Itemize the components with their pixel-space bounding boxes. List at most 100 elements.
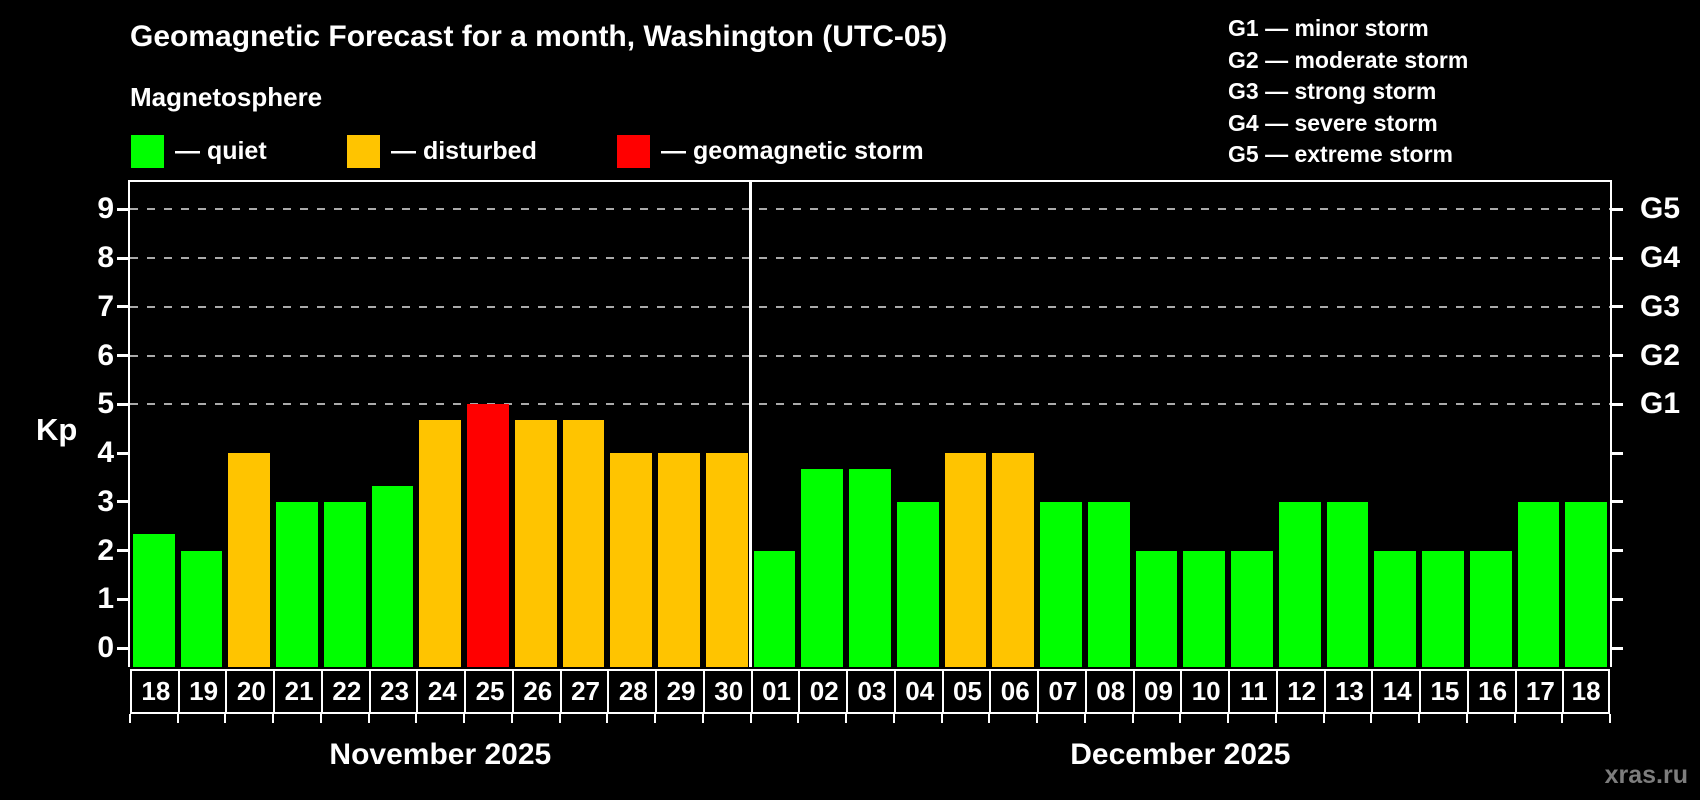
month-divider bbox=[749, 182, 753, 667]
day-label-box: 30 bbox=[702, 669, 753, 714]
day-axis-tick bbox=[845, 714, 848, 723]
kp-bar-december-12 bbox=[1278, 501, 1321, 667]
plot-area-border bbox=[128, 180, 1612, 667]
g-axis-label-G5: G5 bbox=[1640, 192, 1681, 226]
day-label-box: 11 bbox=[1228, 669, 1278, 714]
kp-bar-november-28 bbox=[610, 453, 653, 667]
day-axis-tick bbox=[558, 714, 561, 723]
day-axis-tick bbox=[129, 714, 131, 723]
kp-bar-december-18 bbox=[1565, 501, 1607, 667]
kp-bar-december-06 bbox=[992, 453, 1035, 667]
day-axis-tick bbox=[1465, 714, 1468, 723]
day-axis-tick bbox=[176, 714, 179, 723]
gridline-kp8 bbox=[130, 257, 1610, 259]
day-label-box: 18 bbox=[1562, 669, 1610, 714]
y-axis-label-4: 4 bbox=[97, 436, 114, 469]
g-axis-label-G1: G1 bbox=[1640, 387, 1681, 421]
day-axis-tick bbox=[1131, 714, 1134, 723]
day-label-box: 24 bbox=[416, 669, 467, 714]
g-legend-line: G1 — minor storm bbox=[1228, 15, 1429, 41]
kp-bar-november-25 bbox=[467, 404, 509, 667]
day-axis-tick bbox=[606, 714, 609, 723]
day-label-box: 26 bbox=[511, 669, 562, 714]
day-label-box: 19 bbox=[177, 669, 228, 714]
g-axis-label-G4: G4 bbox=[1640, 241, 1681, 274]
y-axis-tick-right-4 bbox=[1610, 451, 1623, 455]
day-axis-tick bbox=[1322, 714, 1325, 723]
kp-bar-december-17 bbox=[1517, 501, 1560, 667]
day-axis-tick bbox=[1274, 714, 1277, 723]
y-axis-label-1: 1 bbox=[97, 582, 114, 616]
kp-bar-december-01 bbox=[753, 550, 796, 667]
kp-bar-december-07 bbox=[1040, 501, 1082, 667]
y-axis-tick-right-9 bbox=[1610, 207, 1623, 211]
day-axis-tick bbox=[892, 714, 895, 723]
kp-bar-november-22 bbox=[323, 501, 366, 667]
day-label-box: 23 bbox=[368, 669, 419, 714]
y-axis-title: Kp bbox=[36, 412, 78, 447]
y-axis-label-6: 6 bbox=[97, 338, 114, 372]
legend-item-label: — quiet bbox=[175, 136, 267, 165]
day-label-box: 29 bbox=[655, 669, 705, 714]
chart-subtitle: Magnetosphere bbox=[130, 82, 323, 112]
y-axis-tick-left-9 bbox=[117, 207, 130, 211]
kp-bar-december-16 bbox=[1469, 550, 1512, 667]
kp-bar-november-23 bbox=[371, 485, 414, 667]
legend-item-quiet: — quiet bbox=[131, 134, 267, 168]
day-label-box: 04 bbox=[893, 669, 944, 714]
kp-bar-december-02 bbox=[801, 469, 844, 667]
day-axis-tick bbox=[367, 714, 370, 723]
kp-bar-december-13 bbox=[1326, 501, 1369, 667]
day-label-box: 09 bbox=[1132, 669, 1183, 714]
y-axis-tick-left-1 bbox=[117, 597, 130, 601]
kp-bar-december-09 bbox=[1135, 550, 1178, 667]
day-axis-tick bbox=[1179, 714, 1182, 723]
y-axis-label-7: 7 bbox=[97, 289, 114, 323]
kp-bar-december-14 bbox=[1374, 550, 1417, 667]
kp-bar-november-21 bbox=[276, 501, 318, 667]
g-legend-line: G3 — strong storm bbox=[1228, 78, 1437, 104]
storm-swatch-icon bbox=[617, 134, 650, 168]
kp-bar-november-19 bbox=[180, 550, 223, 667]
day-label-box: 16 bbox=[1466, 669, 1517, 714]
day-label-box: 27 bbox=[559, 669, 610, 714]
day-axis-tick bbox=[415, 714, 418, 723]
y-axis-tick-left-0 bbox=[117, 646, 130, 650]
kp-bar-december-15 bbox=[1422, 550, 1464, 667]
y-axis-tick-left-8 bbox=[117, 256, 130, 260]
y-axis-tick-left-7 bbox=[117, 305, 130, 309]
day-label-box: 02 bbox=[798, 669, 849, 714]
g-legend-line: G4 — severe storm bbox=[1228, 109, 1438, 136]
quiet-swatch-icon bbox=[131, 134, 164, 168]
g-axis-label-G2: G2 bbox=[1640, 338, 1681, 372]
y-axis-tick-left-5 bbox=[117, 402, 130, 406]
day-axis-tick bbox=[1561, 714, 1564, 723]
day-label-box: 13 bbox=[1323, 669, 1374, 714]
day-label-box: 05 bbox=[941, 669, 992, 714]
y-axis-tick-left-3 bbox=[117, 500, 130, 504]
y-axis-tick-right-0 bbox=[1610, 646, 1623, 650]
kp-bar-december-04 bbox=[896, 501, 939, 667]
kp-bar-december-05 bbox=[944, 453, 987, 667]
y-axis-tick-right-7 bbox=[1610, 305, 1623, 309]
day-label-box: 22 bbox=[320, 669, 371, 714]
kp-bar-november-29 bbox=[658, 453, 700, 667]
disturbed-swatch-icon bbox=[347, 134, 380, 168]
y-axis-label-2: 2 bbox=[97, 533, 114, 567]
day-axis-tick bbox=[1609, 714, 1611, 723]
month-label: November 2025 bbox=[329, 738, 552, 771]
day-axis-tick bbox=[224, 714, 227, 723]
legend-item-disturbed: — disturbed bbox=[347, 134, 537, 168]
day-axis-tick bbox=[1036, 714, 1039, 723]
day-label-box: 15 bbox=[1419, 669, 1469, 714]
day-label-box: 06 bbox=[989, 669, 1040, 714]
day-label-box: 08 bbox=[1084, 669, 1135, 714]
day-label-box: 07 bbox=[1037, 669, 1087, 714]
y-axis-label-9: 9 bbox=[97, 192, 114, 226]
y-axis-label-3: 3 bbox=[97, 484, 114, 518]
kp-bar-november-26 bbox=[514, 420, 557, 667]
kp-bar-december-10 bbox=[1183, 550, 1226, 667]
kp-bar-november-27 bbox=[562, 420, 605, 667]
day-label-box: 01 bbox=[750, 669, 801, 714]
day-axis-tick bbox=[463, 714, 466, 723]
